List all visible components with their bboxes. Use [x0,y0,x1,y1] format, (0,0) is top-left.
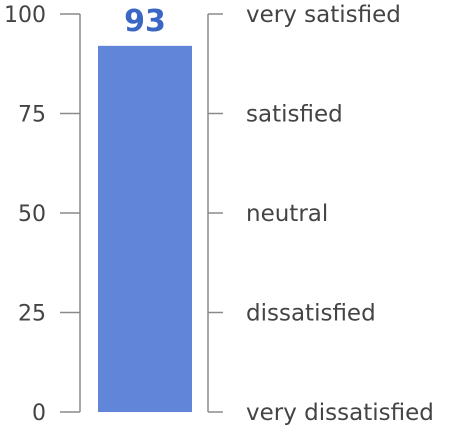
scale-label: neutral [246,201,328,227]
bar-value-label: 93 [124,4,166,39]
satisfaction-bar [98,45,192,413]
y-tick-label: 0 [32,401,46,426]
scale-label: satisfied [246,102,343,128]
bar-group: 93 [98,4,192,413]
y-tick-label: 50 [18,202,46,227]
scale-label: dissatisfied [246,301,376,327]
satisfaction-scale-axis: very dissatisfied dissatisfied neutral sati… [207,2,434,426]
y-tick-label: 100 [4,3,46,28]
y-tick-label: 25 [18,302,46,327]
y-axis: 0 25 50 75 100 [4,3,81,426]
scale-label: very satisfied [246,2,401,28]
scale-label: very dissatisfied [246,400,434,426]
y-tick-label: 75 [18,103,46,128]
